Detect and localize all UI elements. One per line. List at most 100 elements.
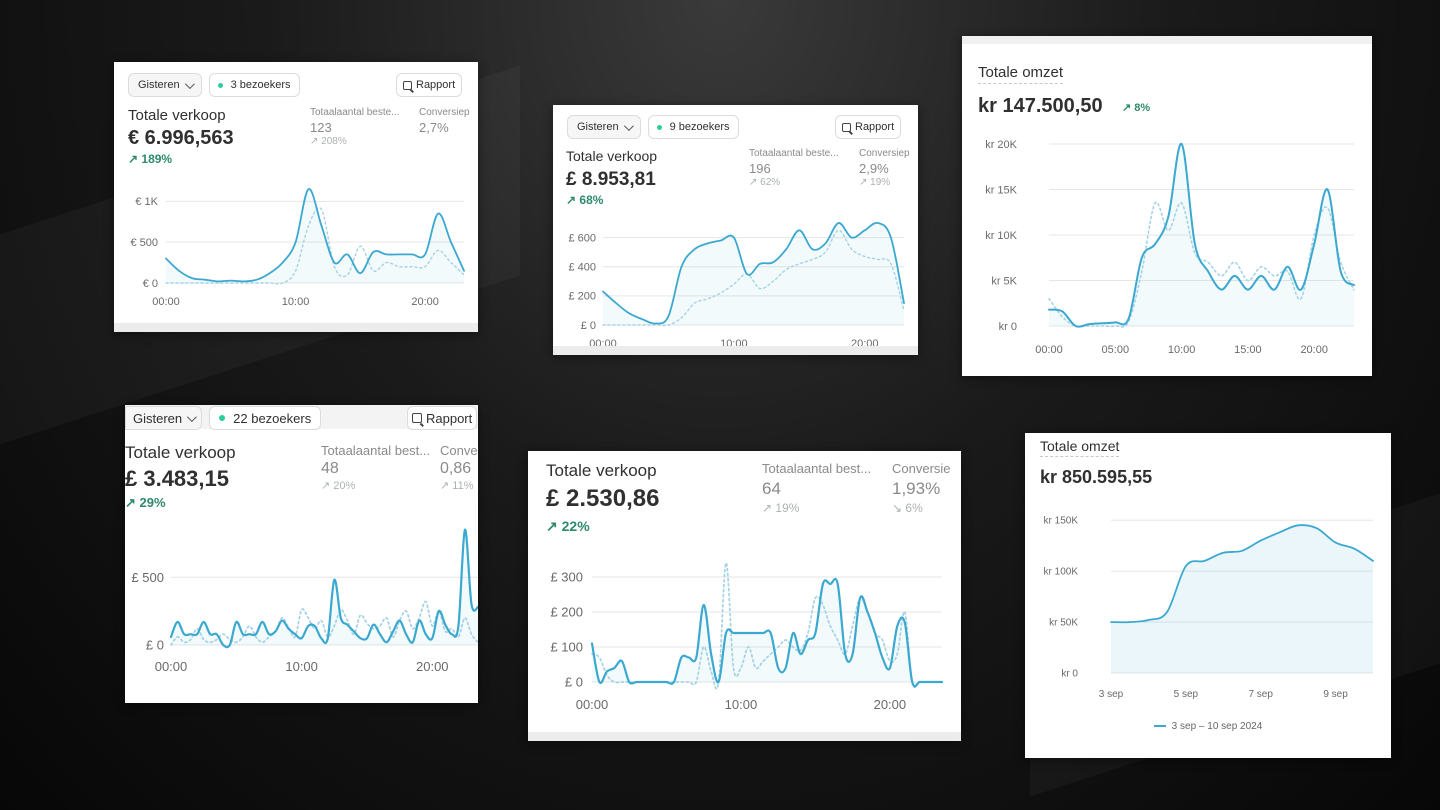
x-tick-label: 00:00 xyxy=(576,697,609,712)
total-value: £ 3.483,15 xyxy=(125,466,229,491)
y-tick-label: £ 100 xyxy=(550,640,583,655)
report-icon xyxy=(842,122,851,132)
x-tick-label: 9 sep xyxy=(1323,689,1348,700)
y-tick-label: £ 400 xyxy=(568,262,596,274)
metric-orders: Totaalaantal beste... 196 ↗ 62% xyxy=(749,148,839,188)
live-dot-icon xyxy=(219,415,226,421)
x-tick-label: 20:00 xyxy=(416,659,449,674)
y-tick-label: £ 0 xyxy=(581,320,596,332)
total-change: ↗ 189% xyxy=(128,152,173,166)
card-toolbar: Gisteren 22 bezoekers xyxy=(125,406,322,430)
main-series-line xyxy=(590,577,944,688)
metric-change: ↗ 208% xyxy=(310,136,347,147)
y-tick-label: kr 15K xyxy=(985,184,1017,196)
period-dropdown[interactable]: Gisteren xyxy=(567,115,641,139)
metric-change: ↘ 6% xyxy=(892,501,923,515)
metric-change: ↗ 62% xyxy=(749,177,781,188)
metric-value: 64 xyxy=(762,479,781,498)
y-tick-label: kr 150K xyxy=(1044,516,1079,527)
period-label: Gisteren xyxy=(133,410,183,426)
period-label: Gisteren xyxy=(138,79,180,91)
metric-conversion: Conversiep 2,7% xyxy=(419,107,470,135)
revenue-chart: kr 0 kr 50K kr 100K kr 150K 3 sep 5 sep 7 sep 9… xyxy=(1044,516,1374,700)
x-tick-label: 20:00 xyxy=(1300,344,1328,356)
y-tick-label: € 500 xyxy=(130,237,158,249)
y-tick-label: £ 200 xyxy=(568,291,596,303)
card-title: Totale verkoop xyxy=(566,148,658,164)
x-tick-label: 00:00 xyxy=(155,659,188,674)
metric-label: Totaalaantal beste... xyxy=(310,107,400,118)
card-title: Totale omzet xyxy=(978,64,1064,84)
x-tick-label: 5 sep xyxy=(1174,689,1199,700)
y-tick-label: kr 50K xyxy=(1049,618,1078,629)
total-value: kr 850.595,55 xyxy=(1040,467,1153,487)
metric-orders: Totaalaantal best... 64 ↗ 19% xyxy=(762,461,871,515)
x-tick-label: 10:00 xyxy=(725,697,758,712)
y-tick-label: € 1K xyxy=(135,196,158,208)
x-tick-label: 10:00 xyxy=(282,296,310,308)
y-tick-label: kr 0 xyxy=(1061,669,1078,680)
main-series-line xyxy=(1048,142,1355,328)
comparison-series-line xyxy=(165,207,465,285)
revenue-card-1: Totale omzet kr 147.500,50 ↗ 8% kr 0 kr 5… xyxy=(962,36,1372,376)
live-dot-icon xyxy=(217,82,223,88)
metric-label: Conversiep xyxy=(419,107,470,118)
total-change: ↗ 8% xyxy=(1122,102,1151,114)
report-button[interactable]: Rapport xyxy=(396,73,463,97)
y-tick-label: kr 0 xyxy=(999,321,1017,333)
card-toolbar: Gisteren 3 bezoekers xyxy=(128,73,300,97)
metric-orders: Totaalaantal beste... 123 ↗ 208% xyxy=(310,107,400,147)
metric-change: ↗ 20% xyxy=(321,480,356,492)
visitors-label: 9 bezoekers xyxy=(669,121,730,133)
report-icon xyxy=(412,413,422,423)
main-series-line xyxy=(169,528,478,649)
y-tick-label: £ 300 xyxy=(550,570,583,585)
y-tick-label: £ 0 xyxy=(146,638,164,653)
metric-label: Conversie xyxy=(892,461,951,476)
period-dropdown[interactable]: Gisteren xyxy=(125,406,203,430)
revenue-card-2: Totale omzet kr 850.595,55 kr 0 kr 50K kr … xyxy=(1025,433,1391,758)
y-tick-label: kr 10K xyxy=(985,230,1017,242)
x-tick-label: 10:00 xyxy=(1168,344,1196,356)
x-tick-label: 20:00 xyxy=(874,697,907,712)
legend-swatch xyxy=(1153,725,1166,728)
total-change: ↗ 29% xyxy=(125,495,166,510)
card-footer xyxy=(528,732,961,741)
visitors-label: 22 bezoekers xyxy=(233,410,312,426)
chart-legend: 3 sep – 10 sep 2024 xyxy=(1025,721,1391,732)
metric-label: Totaalaantal best... xyxy=(762,461,872,476)
main-series-line xyxy=(1110,524,1374,624)
card-footer xyxy=(114,323,478,332)
report-button[interactable]: Rapport xyxy=(407,406,478,430)
total-value: € 6.996,563 xyxy=(128,127,234,149)
sales-chart: £ 0 £ 500 00:00 10:00 20:00 xyxy=(131,528,478,674)
y-tick-label: € 0 xyxy=(143,278,158,290)
visitors-badge: 3 bezoekers xyxy=(208,73,300,97)
series-area xyxy=(171,529,478,648)
x-tick-label: 00:00 xyxy=(152,296,180,308)
period-dropdown[interactable]: Gisteren xyxy=(128,73,202,97)
card-header-strip xyxy=(962,36,1372,44)
card-title: Totale verkoop xyxy=(546,461,657,480)
metric-label: Totaalaantal beste... xyxy=(749,148,839,159)
y-tick-label: £ 600 xyxy=(568,232,596,244)
y-tick-label: £ 0 xyxy=(565,675,583,690)
total-change: ↗ 22% xyxy=(546,518,590,534)
sales-card-3: Gisteren 22 bezoekers Rapport Totale ver… xyxy=(125,405,478,703)
metric-change: ↗ 19% xyxy=(762,501,800,515)
total-value: £ 8.953,81 xyxy=(566,169,656,190)
total-value: kr 147.500,50 xyxy=(978,95,1103,117)
period-label: Gisteren xyxy=(577,121,619,133)
sales-card-2: Gisteren 9 bezoekers Rapport Totale verk… xyxy=(553,105,918,355)
report-button[interactable]: Rapport xyxy=(835,115,902,139)
card-title: Totale omzet xyxy=(1040,438,1120,457)
card-title: Totale verkoop xyxy=(128,107,226,124)
x-tick-label: 20:00 xyxy=(411,296,439,308)
comparison-series-line xyxy=(170,600,478,646)
series-area xyxy=(166,188,464,283)
comparison-series-line xyxy=(602,229,905,327)
sales-chart: € 0 € 500 € 1K 00:00 10:00 20:00 xyxy=(130,188,465,308)
report-label: Rapport xyxy=(426,410,473,426)
x-tick-label: 00:00 xyxy=(1035,344,1063,356)
